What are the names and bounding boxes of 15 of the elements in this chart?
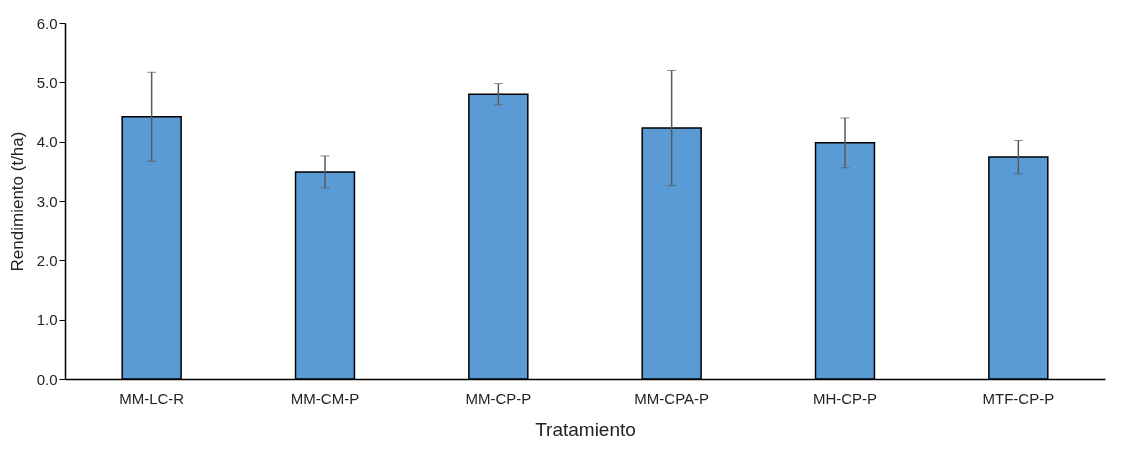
- x-tick-label: MM-CM-P: [290, 389, 360, 407]
- y-tick-label: 4.0: [36, 133, 58, 151]
- x-tick-label: MH-CP-P: [812, 389, 878, 407]
- x-tick-label: MM-CP-P: [465, 389, 532, 407]
- x-tick-label: MM-LC-R: [119, 389, 185, 407]
- y-tick-label: 3.0: [36, 192, 58, 210]
- y-tick-label: 0.0: [36, 370, 58, 388]
- y-tick-label: 5.0: [36, 73, 58, 91]
- y-tick-label: 2.0: [36, 251, 58, 269]
- x-tick-label: MTF-CP-P: [982, 389, 1055, 407]
- x-tick-label: MM-CPA-P: [634, 389, 710, 407]
- y-tick-label: 1.0: [36, 311, 58, 329]
- x-axis-title: Tratamiento: [535, 418, 636, 440]
- y-axis-title: Rendimiento (t/ha): [7, 131, 27, 272]
- y-tick-label: 6.0: [36, 14, 58, 32]
